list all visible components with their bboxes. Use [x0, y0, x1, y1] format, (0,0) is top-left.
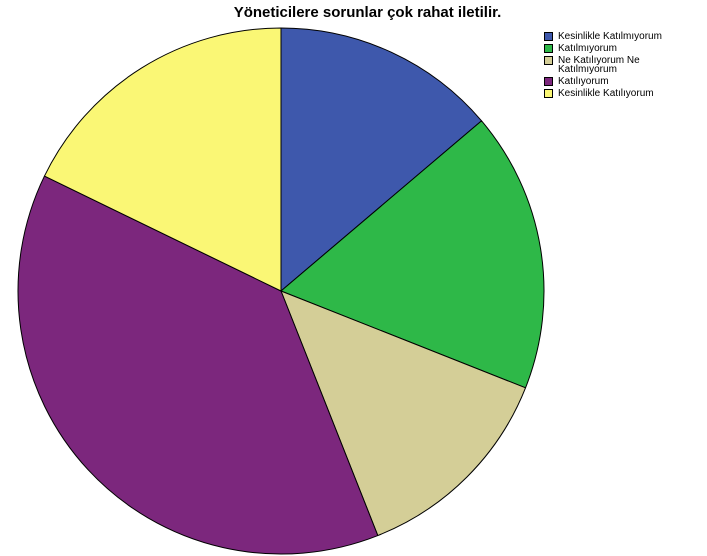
- legend-swatch: [544, 77, 553, 86]
- legend-item-3: Ne Katılıyorum Ne Katılmıyorum: [544, 55, 704, 75]
- legend-item-4: Katılıyorum: [544, 76, 704, 87]
- legend-label: Ne Katılıyorum Ne Katılmıyorum: [558, 55, 640, 75]
- legend-label: Katılıyorum: [558, 76, 609, 87]
- legend-label: Kesinlikle Katılıyorum: [558, 88, 654, 99]
- legend-item-2: Katılmıyorum: [544, 43, 704, 54]
- pie-slice-1: [280, 27, 483, 292]
- legend: Kesinlikle Katılmıyorum Katılmıyorum Ne Ka…: [544, 32, 704, 101]
- legend-item-5: Kesinlikle Katılıyorum: [544, 88, 704, 99]
- legend-label: Kesinlikle Katılmıyorum: [558, 31, 662, 42]
- pie-slice-2: [280, 120, 545, 389]
- legend-swatch: [544, 56, 553, 65]
- pie-slice-3: [280, 290, 527, 537]
- chart-title: Yöneticilere sorunlar çok rahat iletilir…: [233, 4, 502, 21]
- legend-item-1: Kesinlikle Katılmıyorum: [544, 31, 704, 42]
- legend-label: Katılmıyorum: [558, 43, 617, 54]
- legend-swatch: [544, 44, 553, 53]
- pie-slice-4: [17, 175, 379, 555]
- legend-swatch: [544, 89, 553, 98]
- pie-slice-5: [43, 27, 282, 292]
- legend-swatch: [544, 32, 553, 41]
